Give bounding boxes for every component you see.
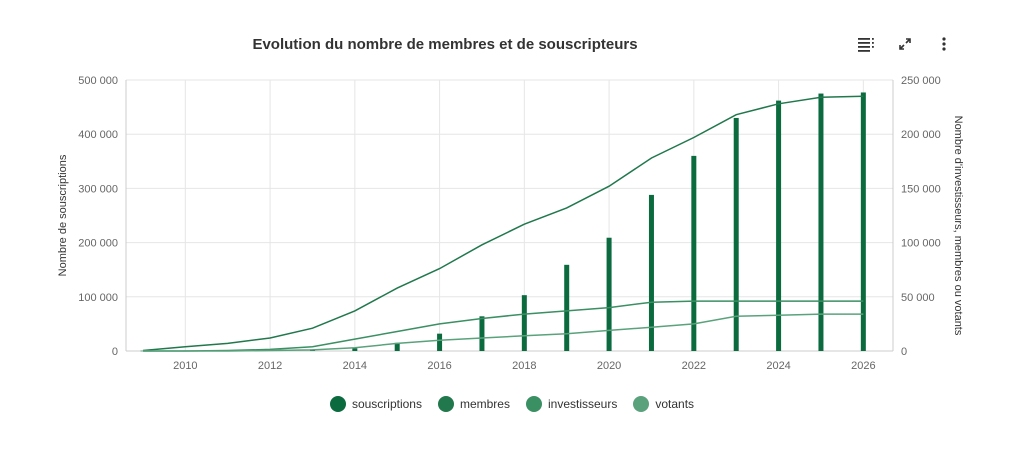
expand-icon[interactable] bbox=[894, 33, 916, 55]
line-votants bbox=[143, 313, 864, 352]
legend-item-votants[interactable]: votants bbox=[633, 396, 694, 412]
list-icon[interactable] bbox=[855, 33, 877, 55]
expand-icon-glyph bbox=[899, 38, 911, 50]
x-tick-label: 2020 bbox=[597, 360, 621, 372]
bar-souscriptions bbox=[352, 348, 358, 351]
legend-label: investisseurs bbox=[547, 397, 618, 411]
legend-marker bbox=[525, 396, 542, 412]
legend-marker bbox=[633, 396, 650, 412]
y-tick-label-right: 150 000 bbox=[901, 183, 941, 195]
y-tick-label-right: 50 000 bbox=[901, 292, 935, 304]
bar-souscriptions bbox=[776, 100, 782, 351]
bar-souscriptions bbox=[437, 333, 443, 351]
legend-item-membres[interactable]: membres bbox=[437, 396, 510, 412]
y-tick-label-right: 250 000 bbox=[901, 75, 941, 87]
bar-souscriptions bbox=[394, 342, 400, 351]
x-tick-label: 2024 bbox=[766, 360, 790, 372]
x-tick-label: 2016 bbox=[427, 360, 451, 372]
y-tick-label-left: 0 bbox=[112, 346, 118, 358]
bar-souscriptions bbox=[691, 155, 697, 351]
more-vertical-icon[interactable] bbox=[933, 33, 955, 55]
y-tick-label-left: 500 000 bbox=[78, 75, 118, 87]
legend-item-investisseurs[interactable]: investisseurs bbox=[525, 396, 618, 412]
list-icon-glyph bbox=[858, 38, 874, 52]
y-axis-title-right: Nombre d'investisseurs, membres ou votan… bbox=[952, 116, 964, 336]
x-tick-label: 2014 bbox=[343, 360, 367, 372]
x-tick-label: 2018 bbox=[512, 360, 536, 372]
x-tick-label: 2010 bbox=[173, 360, 197, 372]
bar-souscriptions bbox=[564, 264, 570, 351]
legend-label: membres bbox=[459, 397, 510, 411]
x-tick-label: 2026 bbox=[851, 360, 875, 372]
y-tick-label-left: 200 000 bbox=[78, 238, 118, 250]
chart-title: Evolution du nombre de membres et de sou… bbox=[252, 36, 638, 53]
legend-marker bbox=[437, 396, 454, 412]
bar-souscriptions bbox=[860, 92, 866, 351]
legend-label: souscriptions bbox=[351, 397, 422, 411]
bar-souscriptions bbox=[521, 295, 527, 351]
y-tick-label-left: 100 000 bbox=[78, 292, 118, 304]
bar-souscriptions bbox=[648, 194, 654, 351]
y-tick-label-right: 100 000 bbox=[901, 238, 941, 250]
line-membres bbox=[142, 95, 864, 352]
legend-marker bbox=[329, 396, 346, 412]
legend: souscriptions membres investisseurs votants bbox=[0, 396, 1024, 412]
legend-label: votants bbox=[655, 397, 695, 411]
bar-souscriptions bbox=[818, 93, 824, 352]
bar-souscriptions bbox=[606, 237, 612, 351]
legend-item-souscriptions[interactable]: souscriptions bbox=[329, 396, 422, 412]
bar-souscriptions bbox=[479, 316, 485, 351]
x-tick-label: 2022 bbox=[682, 360, 706, 372]
line-investisseurs bbox=[143, 300, 864, 352]
bar-souscriptions bbox=[140, 350, 146, 352]
y-tick-label-right: 200 000 bbox=[901, 129, 941, 141]
bar-souscriptions bbox=[733, 117, 739, 351]
y-axis-title-left: Nombre de souscriptions bbox=[57, 154, 69, 276]
x-tick-label: 2012 bbox=[258, 360, 282, 372]
more-icon-glyph bbox=[942, 37, 946, 51]
y-tick-label-left: 400 000 bbox=[78, 129, 118, 141]
y-tick-label-left: 300 000 bbox=[78, 183, 118, 195]
y-tick-label-right: 0 bbox=[901, 346, 907, 358]
